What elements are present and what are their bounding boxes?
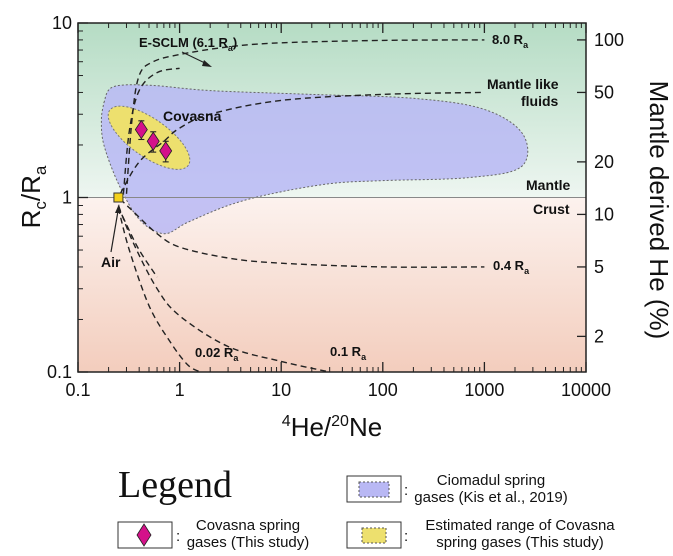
svg-text::: : [404,528,408,545]
mixing-curve-5 [119,91,485,195]
svg-text:Covasna spring: Covasna spring [196,517,300,534]
legend-title: Legend [118,464,232,506]
x-tick-label: 1000 [464,380,504,400]
air-arrow [110,204,121,253]
covasna-data-point [159,141,173,161]
mixing-curve-1 [122,67,180,194]
svg-text:gases (Kis et al., 2019): gases (Kis et al., 2019) [414,489,567,506]
y-axis-title: Rc/Ra [16,165,50,228]
diamond-marker-icon [136,523,152,547]
x-tick-label: 10 [271,380,291,400]
svg-text:Ciomadul spring: Ciomadul spring [437,472,545,489]
curve-label-esclm: E-SCLM (6.1 Ra) [139,35,237,53]
y2-tick-label: 2 [594,326,604,346]
crust-label: Crust [533,201,570,217]
mixing-curve-2 [119,198,485,268]
svg-text:gases (This study): gases (This study) [187,534,310,551]
covasna-data-point [146,131,160,151]
air-point [113,192,124,203]
x-tick-label: 1 [175,380,185,400]
x-tick-label: 100 [368,380,398,400]
ticks-layer: 0.1 1 10 100 1000 10000 0.1 1 10 2 5 10 20 50 100 [47,13,624,400]
legend-item-covasna: : Covasna spring gases (This study) [117,517,310,551]
mantle-like-label-2: fluids [521,93,559,109]
legend-item-estimated: : Estimated range of Covasna spring gase… [346,517,615,551]
svg-text::: : [176,528,180,545]
y-tick-label: 0.1 [47,362,72,382]
legend-item-ciomadul: : Ciomadul spring gases (Kis et al., 201… [346,472,568,506]
mixing-curve-3 [117,205,330,372]
esclm-arrow [181,51,212,67]
curve-label-04ra: 0.4 Ra [493,258,530,276]
x-axis-title: 4He/20Ne [282,412,382,442]
y-tick-label: 1 [62,188,72,208]
estimated-swatch [361,527,387,544]
x-tick-label: 0.1 [65,380,90,400]
ciomadul-region [100,84,529,235]
ciomadul-swatch [358,481,390,498]
y2-tick-label: 50 [594,82,614,102]
svg-text::: : [404,482,408,499]
covasna-label: Covasna [163,108,222,124]
y2-tick-label: 10 [594,204,614,224]
mantle-like-label-1: Mantle like [487,76,559,92]
curve-label-01ra: 0.1 Ra [330,344,367,362]
legend: Legend : Ciomadul spring gases (Kis et a… [117,464,615,551]
svg-text:Estimated range of Covasna: Estimated range of Covasna [425,517,615,534]
x-tick-label: 10000 [561,380,611,400]
svg-text:spring gases (This study): spring gases (This study) [436,534,604,551]
y2-tick-label: 20 [594,152,614,172]
curve-label-002ra: 0.02 Ra [195,345,239,363]
plot-layer [78,39,586,372]
y2-axis-title: Mantle derived He (%) [644,81,673,340]
y2-tick-label: 100 [594,30,624,50]
y-tick-label: 10 [52,13,72,33]
mixing-curve-extra [117,206,158,278]
mantle-label: Mantle [526,177,571,193]
mixing-curve-0 [125,39,485,194]
y2-tick-label: 5 [594,257,604,277]
covasna-data-point [134,119,148,140]
mixing-curve-4 [117,207,201,372]
air-label: Air [101,254,121,270]
curve-label-8ra: 8.0 Ra [492,32,529,50]
